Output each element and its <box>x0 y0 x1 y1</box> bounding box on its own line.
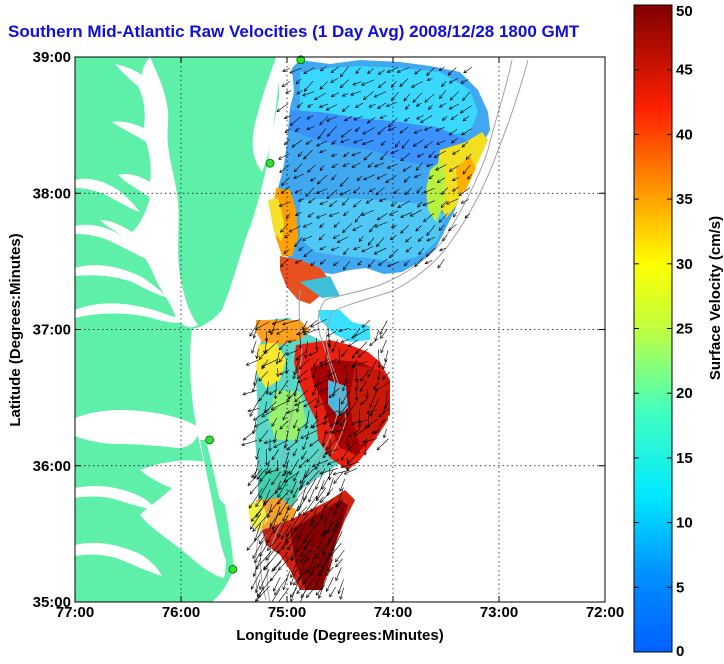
y-tick-label: 35:00 <box>33 594 71 611</box>
colorbar-tick-label: 30 <box>676 256 693 273</box>
x-tick-label: 73:00 <box>480 604 518 621</box>
colorbar <box>634 5 672 652</box>
colorbar-tick-label: 0 <box>676 643 684 659</box>
y-tick-label: 36:00 <box>33 458 71 475</box>
x-tick-label: 76:00 <box>162 604 200 621</box>
colorbar-tick-label: 35 <box>676 191 693 208</box>
y-tick-label: 39:00 <box>33 49 71 66</box>
colorbar-tick-label: 25 <box>676 321 693 338</box>
radar-station-marker <box>206 436 214 444</box>
y-tick-label: 37:00 <box>33 322 71 339</box>
x-tick-label: 74:00 <box>374 604 412 621</box>
y-tick-label: 38:00 <box>33 185 71 202</box>
colorbar-tick-label: 45 <box>676 62 693 79</box>
colorbar-tick-label: 10 <box>676 515 693 532</box>
colorbar-label: Surface Velocity (cm/s) <box>707 216 724 380</box>
figure-title: Southern Mid-Atlantic Raw Velocities (1 … <box>8 22 579 42</box>
radar-station-marker <box>229 565 237 573</box>
x-tick-label: 75:00 <box>268 604 306 621</box>
x-tick-label: 72:00 <box>586 604 624 621</box>
y-axis-label: Latitude (Degrees:Minutes) <box>7 233 24 426</box>
colorbar-tick-label: 40 <box>676 126 693 143</box>
colorbar-tick-label: 50 <box>676 3 693 20</box>
radar-station-marker <box>266 159 274 167</box>
colorbar-tick-label: 15 <box>676 450 693 467</box>
field-north-light <box>300 198 445 262</box>
colorbar-tick-label: 5 <box>676 579 684 596</box>
x-axis-label: Longitude (Degrees:Minutes) <box>236 627 444 644</box>
colorbar-tick-label: 20 <box>676 385 693 402</box>
